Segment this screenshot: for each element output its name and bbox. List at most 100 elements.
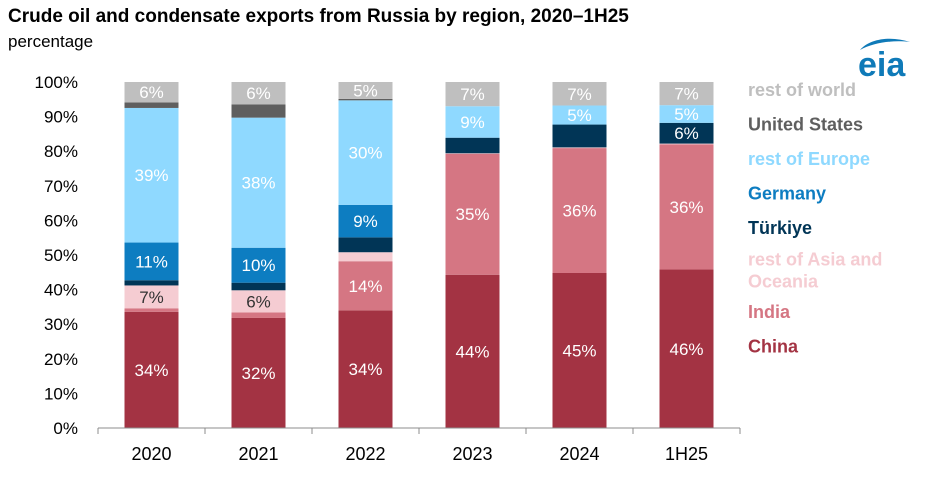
data-label: 5% bbox=[674, 105, 699, 124]
y-axis: 0% 10% 20% 30% 40% 50% 60% 70% 80% 90% 100% bbox=[35, 73, 78, 438]
bar-segment-india bbox=[659, 144, 714, 270]
bar-segment-rest-of-europe bbox=[445, 106, 500, 138]
bar-segment-china bbox=[552, 272, 607, 428]
data-label: 45% bbox=[562, 341, 596, 360]
y-tick-label: 80% bbox=[44, 142, 78, 161]
y-tick-label: 0% bbox=[53, 419, 78, 438]
bar-segment-rest-of-europe bbox=[124, 107, 179, 243]
data-label: 44% bbox=[455, 342, 489, 361]
bar-segment-germany bbox=[231, 247, 286, 283]
legend: rest of world United States rest of Europe… bbox=[748, 80, 882, 357]
data-label: 46% bbox=[669, 340, 703, 359]
bar-segment-rest-of-europe bbox=[338, 100, 393, 205]
bar-segment-rest-of-europe bbox=[552, 105, 607, 125]
bar-segment-t-rkiye bbox=[338, 237, 393, 253]
bar-segment-rest-of-world bbox=[445, 82, 500, 107]
x-tick-label: 2022 bbox=[345, 444, 385, 464]
x-tick-label: 2021 bbox=[238, 444, 278, 464]
bar-segment-germany bbox=[338, 204, 393, 238]
data-label: 6% bbox=[246, 292, 271, 311]
y-tick-label: 70% bbox=[44, 177, 78, 196]
chart-title: Crude oil and condensate exports from Ru… bbox=[8, 6, 629, 27]
bar-segment-rest-of-world bbox=[231, 82, 286, 105]
bar-segment-india bbox=[552, 148, 607, 273]
y-tick-label: 20% bbox=[44, 350, 78, 369]
data-label: 32% bbox=[241, 364, 275, 383]
x-tick-label: 2023 bbox=[452, 444, 492, 464]
data-label: 30% bbox=[348, 144, 382, 163]
bar-segment-united-states bbox=[338, 98, 393, 101]
bar-segment-china bbox=[659, 269, 714, 428]
data-label: 14% bbox=[348, 277, 382, 296]
bar-segment-rest-of-asia-and-oceania bbox=[231, 290, 286, 313]
bar-segment-united-states bbox=[231, 104, 286, 118]
data-label: 9% bbox=[460, 113, 485, 132]
bar-segment-rest-of-asia-and-oceania bbox=[445, 153, 500, 154]
data-label: 9% bbox=[353, 212, 378, 231]
y-tick-label: 90% bbox=[44, 108, 78, 127]
bar-segment-rest-of-world bbox=[338, 82, 393, 99]
data-label: 6% bbox=[674, 124, 699, 143]
data-label: 10% bbox=[241, 256, 275, 275]
bar-segment-united-states bbox=[124, 102, 179, 108]
bar-segment-rest-of-europe bbox=[231, 117, 286, 248]
data-label: 6% bbox=[246, 84, 271, 103]
data-label: 38% bbox=[241, 174, 275, 193]
bar-segment-rest-of-asia-and-oceania bbox=[552, 147, 607, 149]
data-label: 35% bbox=[455, 205, 489, 224]
bar-segment-t-rkiye bbox=[124, 280, 179, 286]
data-label: 5% bbox=[567, 106, 592, 125]
eia-logo-icon: eia bbox=[858, 38, 910, 80]
bar-segment-t-rkiye bbox=[445, 137, 500, 154]
data-label: 6% bbox=[139, 83, 164, 102]
y-tick-label: 50% bbox=[44, 246, 78, 265]
bar-segment-china bbox=[445, 274, 500, 428]
bar-segment-rest-of-asia-and-oceania bbox=[338, 252, 393, 262]
bar-segment-germany bbox=[124, 242, 179, 281]
bar-segment-t-rkiye bbox=[659, 122, 714, 144]
eia-logo-swoosh bbox=[860, 38, 910, 50]
legend-label-india: India bbox=[748, 302, 791, 322]
bar-segment-india bbox=[124, 308, 179, 312]
bar-segment-rest-of-asia-and-oceania bbox=[659, 143, 714, 145]
bar-segment-rest-of-asia-and-oceania bbox=[124, 285, 179, 309]
data-label: 36% bbox=[562, 202, 596, 221]
bar-segment-india bbox=[231, 312, 286, 318]
bar-segment-china bbox=[124, 311, 179, 428]
bar-segment-china bbox=[231, 317, 286, 428]
x-axis: 2020 2021 2022 2023 2024 1H25 bbox=[97, 427, 741, 464]
data-label: 7% bbox=[139, 288, 164, 307]
legend-label-united-states: United States bbox=[748, 115, 863, 135]
y-tick-label: 40% bbox=[44, 281, 78, 300]
bar-segment-t-rkiye bbox=[552, 124, 607, 148]
bar-segment-rest-of-europe bbox=[659, 105, 714, 123]
y-tick-label: 30% bbox=[44, 315, 78, 334]
bar-segment-t-rkiye bbox=[231, 282, 286, 291]
data-label: 7% bbox=[567, 85, 592, 104]
eia-logo-text: eia bbox=[858, 46, 906, 80]
x-tick-label: 1H25 bbox=[665, 444, 708, 464]
data-label: 36% bbox=[669, 198, 703, 217]
legend-label-rest-of-asia-and-oceania: rest of Asia and Oceania bbox=[748, 250, 882, 292]
y-tick-label: 10% bbox=[44, 384, 78, 403]
bar-segment-rest-of-world bbox=[552, 82, 607, 106]
legend-label-t-rkiye: Türkiye bbox=[748, 218, 812, 238]
y-tick-label: 60% bbox=[44, 211, 78, 230]
legend-label-rest-of-europe: rest of Europe bbox=[748, 149, 870, 169]
bar-segment-china bbox=[338, 310, 393, 428]
data-label: 34% bbox=[348, 360, 382, 379]
y-axis-unit-label: percentage bbox=[8, 32, 94, 51]
x-tick-label: 2020 bbox=[131, 444, 171, 464]
data-label: 34% bbox=[134, 361, 168, 380]
bar-segment-rest-of-world bbox=[659, 82, 714, 106]
bars: 34% 7% 11% 39% 6% 32% 6% 10% 38% 6% 34% 14% 9% 30% 5% 4… bbox=[124, 81, 714, 428]
bar-segment-rest-of-world bbox=[124, 82, 179, 103]
bar-segment-india bbox=[445, 153, 500, 275]
data-label: 7% bbox=[674, 85, 699, 104]
bar-segment-india bbox=[338, 261, 393, 311]
y-tick-label: 100% bbox=[35, 73, 78, 92]
legend-label-germany: Germany bbox=[748, 184, 826, 204]
legend-label-china: China bbox=[748, 337, 799, 357]
data-label: 11% bbox=[135, 252, 168, 271]
